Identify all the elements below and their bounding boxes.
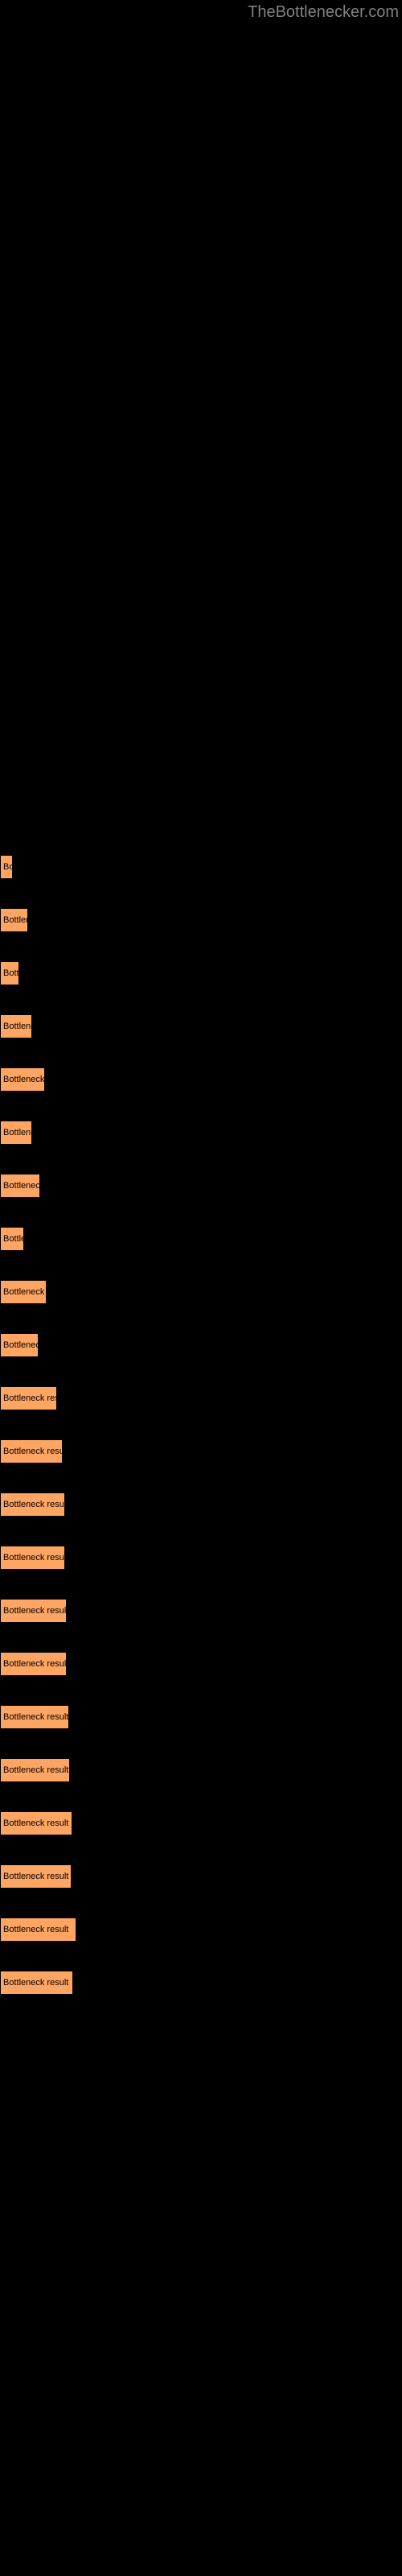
bar-row: Bottleneck result [0, 1794, 402, 1847]
bar-row: Bottleneck result [0, 1900, 402, 1953]
bar-row: Bottleneck result [0, 837, 402, 890]
bar-row: Bottleneck result [0, 890, 402, 943]
bar-row: Bottleneck result [0, 1528, 402, 1581]
chart-bar: Bottleneck result [0, 1971, 73, 1995]
bar-row: Bottleneck result [0, 1262, 402, 1315]
bar-row: Bottleneck result [0, 997, 402, 1050]
chart-bar: Bottleneck result [0, 1280, 47, 1304]
bar-row: Bottleneck result [0, 1368, 402, 1422]
chart-bar: Bottleneck result [0, 1546, 65, 1570]
bar-row: Bottleneck result [0, 1740, 402, 1794]
bar-row: Bottleneck result [0, 1953, 402, 2006]
bar-row: Bottleneck result [0, 1847, 402, 1900]
chart-bar: Bottleneck result [0, 1067, 45, 1092]
bar-row: Bottleneck result [0, 1103, 402, 1156]
chart-bar: Bottleneck result [0, 1811, 72, 1835]
chart-bar: Bottleneck result [0, 1864, 72, 1889]
chart-bar: Bottleneck result [0, 1439, 63, 1463]
bar-row: Bottleneck result [0, 1422, 402, 1475]
bar-row: Bottleneck result [0, 1634, 402, 1687]
chart-bar: Bottleneck result [0, 1227, 24, 1251]
bar-row: Bottleneck result [0, 1475, 402, 1528]
chart-bar: Bottleneck result [0, 1758, 70, 1782]
chart-bar: Bottleneck result [0, 1121, 32, 1145]
chart-bar: Bottleneck result [0, 1014, 32, 1038]
bar-row: Bottleneck result [0, 1687, 402, 1740]
chart-bar: Bottleneck result [0, 1174, 40, 1198]
chart-bar: Bottleneck result [0, 1386, 57, 1410]
bar-row: Bottleneck result [0, 1209, 402, 1262]
bar-row: Bottleneck result [0, 1581, 402, 1634]
bar-row: Bottleneck result [0, 1050, 402, 1103]
chart-bar: Bottleneck result [0, 961, 19, 985]
chart-bar: Bottleneck result [0, 908, 28, 932]
bar-row: Bottleneck result [0, 1156, 402, 1209]
bar-row: Bottleneck result [0, 1315, 402, 1368]
chart-bar: Bottleneck result [0, 1333, 39, 1357]
chart-bar: Bottleneck result [0, 1705, 69, 1729]
chart-bar: Bottleneck result [0, 1918, 76, 1942]
bar-chart: Bottleneck result Bottleneck result Bottle… [0, 837, 402, 2006]
chart-bar: Bottleneck result [0, 855, 13, 879]
chart-bar: Bottleneck result [0, 1652, 67, 1676]
chart-bar: Bottleneck result [0, 1492, 65, 1517]
chart-bar: Bottleneck result [0, 1599, 67, 1623]
watermark-text: TheBottlenecker.com [248, 3, 399, 22]
bar-row: Bottleneck result [0, 943, 402, 997]
